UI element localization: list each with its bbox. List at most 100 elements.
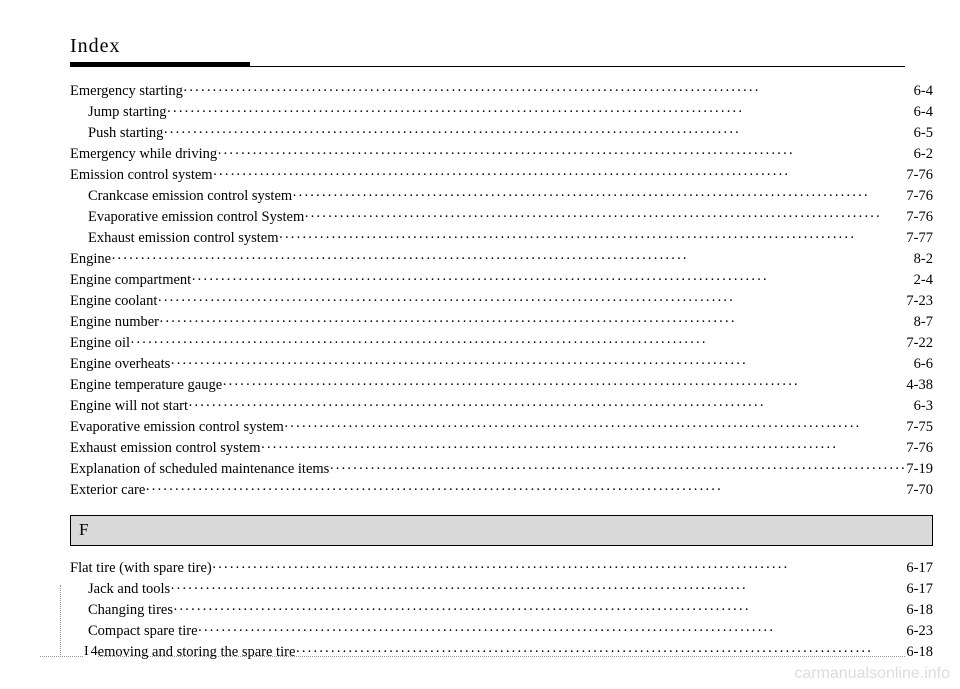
index-entry: Engine compartment 2-4 — [70, 270, 933, 291]
entry-leader — [173, 600, 906, 621]
entry-leader — [159, 312, 914, 333]
entry-label: Changing tires — [88, 600, 173, 621]
entry-label: Crankcase emission control system — [88, 186, 292, 207]
entry-page: 7-22 — [906, 333, 933, 354]
entry-leader — [111, 249, 914, 270]
entry-label: Exhaust emission control system — [88, 228, 279, 249]
entry-leader — [304, 207, 906, 228]
entry-leader — [284, 417, 907, 438]
entry-label: Engine compartment — [70, 270, 191, 291]
entry-leader — [167, 102, 914, 123]
entry-label: Removing and storing the spare tire — [88, 642, 295, 663]
entry-label: Evaporative emission control system — [70, 417, 284, 438]
entry-page: 7-70 — [906, 480, 933, 501]
index-entry: Engine temperature gauge 4-38 — [70, 375, 933, 396]
left-column: Emergency starting 6-4 Jump starting 6-4 Pus… — [70, 81, 933, 663]
index-entry: Engine coolant 7-23 — [70, 291, 933, 312]
left-bottom-list: Flat tire (with spare tire)6-17Jack and … — [70, 558, 933, 663]
entry-label: Engine number — [70, 312, 159, 333]
index-entry: Jack and tools 6-17 — [70, 579, 933, 600]
entry-page: 6-18 — [906, 600, 933, 621]
entry-page: 8-2 — [914, 249, 933, 270]
index-entry: Exhaust emission control system 7-77 — [70, 228, 933, 249]
entry-page: 6-17 — [906, 579, 933, 600]
index-entry: Engine oil 7-22 — [70, 333, 933, 354]
entry-leader — [170, 354, 913, 375]
entry-leader — [329, 459, 906, 480]
entry-label: Engine temperature gauge — [70, 375, 222, 396]
page-title: Index — [70, 35, 905, 58]
entry-leader — [213, 165, 907, 186]
entry-label: Engine — [70, 249, 111, 270]
index-entry: Emergency starting 6-4 — [70, 81, 933, 102]
entry-label: Push starting — [88, 123, 163, 144]
entry-leader — [217, 144, 913, 165]
entry-leader — [170, 579, 906, 600]
entry-label: Jack and tools — [88, 579, 170, 600]
index-entry: Engine number 8-7 — [70, 312, 933, 333]
entry-leader — [183, 81, 914, 102]
index-entry: Engine overheats 6-6 — [70, 354, 933, 375]
entry-label: Exhaust emission control system — [70, 438, 261, 459]
entry-page: 6-5 — [914, 123, 933, 144]
entry-leader — [212, 558, 907, 579]
entry-leader — [295, 642, 906, 663]
entry-page: 7-19 — [906, 459, 933, 480]
entry-leader — [130, 333, 906, 354]
entry-page: 7-77 — [906, 228, 933, 249]
watermark: carmanualsonline.info — [794, 665, 950, 683]
entry-label: Compact spare tire — [88, 621, 198, 642]
entry-label: Explanation of scheduled maintenance ite… — [70, 459, 329, 480]
index-entry: Evaporative emission control System 7-76 — [70, 207, 933, 228]
page-number: I4 — [84, 644, 98, 660]
index-entry: Flat tire (with spare tire) 6-17 — [70, 558, 933, 579]
entry-label: Flat tire (with spare tire) — [70, 558, 212, 579]
entry-label: Engine will not start — [70, 396, 188, 417]
index-entry: Engine will not start 6-3 — [70, 396, 933, 417]
entry-leader — [261, 438, 907, 459]
entry-label: Engine coolant — [70, 291, 157, 312]
entry-label: Emergency starting — [70, 81, 183, 102]
index-entry: Compact spare tire 6-23 — [70, 621, 933, 642]
entry-page: 2-4 — [914, 270, 933, 291]
footer-line — [40, 656, 905, 657]
entry-page: 6-6 — [914, 354, 933, 375]
index-entry: Engine 8-2 — [70, 249, 933, 270]
entry-page: 7-76 — [906, 165, 933, 186]
index-entry: Crankcase emission control system 7-76 — [70, 186, 933, 207]
entry-label: Exterior care — [70, 480, 145, 501]
entry-page: 4-38 — [906, 375, 933, 396]
entry-leader — [279, 228, 907, 249]
page-digit: 4 — [91, 644, 98, 659]
entry-label: Jump starting — [88, 102, 167, 123]
entry-leader — [145, 480, 906, 501]
entry-label: Engine oil — [70, 333, 130, 354]
index-entry: Changing tires 6-18 — [70, 600, 933, 621]
entry-label: Emergency while driving — [70, 144, 217, 165]
entry-page: 7-76 — [906, 438, 933, 459]
entry-leader — [191, 270, 913, 291]
entry-leader — [163, 123, 913, 144]
entry-page: 8-7 — [914, 312, 933, 333]
columns: Emergency starting6-4Jump starting6-4Pus… — [70, 81, 905, 663]
entry-page: 6-17 — [906, 558, 933, 579]
entry-leader — [198, 621, 907, 642]
entry-page: 6-3 — [914, 396, 933, 417]
side-dotted-line — [60, 585, 61, 655]
entry-page: 7-23 — [906, 291, 933, 312]
index-entry: Emission control system7-76 — [70, 165, 933, 186]
section-heading-f: F — [70, 515, 933, 546]
entry-label: Engine overheats — [70, 354, 170, 375]
index-entry: Jump starting 6-4 — [70, 102, 933, 123]
entry-page: 7-76 — [906, 186, 933, 207]
entry-page: 7-76 — [906, 207, 933, 228]
entry-label: Evaporative emission control System — [88, 207, 304, 228]
footer: I4 — [40, 656, 905, 657]
entry-page: 6-18 — [906, 642, 933, 663]
entry-page: 6-4 — [914, 81, 933, 102]
entry-page: 6-2 — [914, 144, 933, 165]
entry-page: 7-75 — [906, 417, 933, 438]
entry-page: 6-4 — [914, 102, 933, 123]
rule-thin — [70, 66, 905, 67]
entry-page: 6-23 — [906, 621, 933, 642]
